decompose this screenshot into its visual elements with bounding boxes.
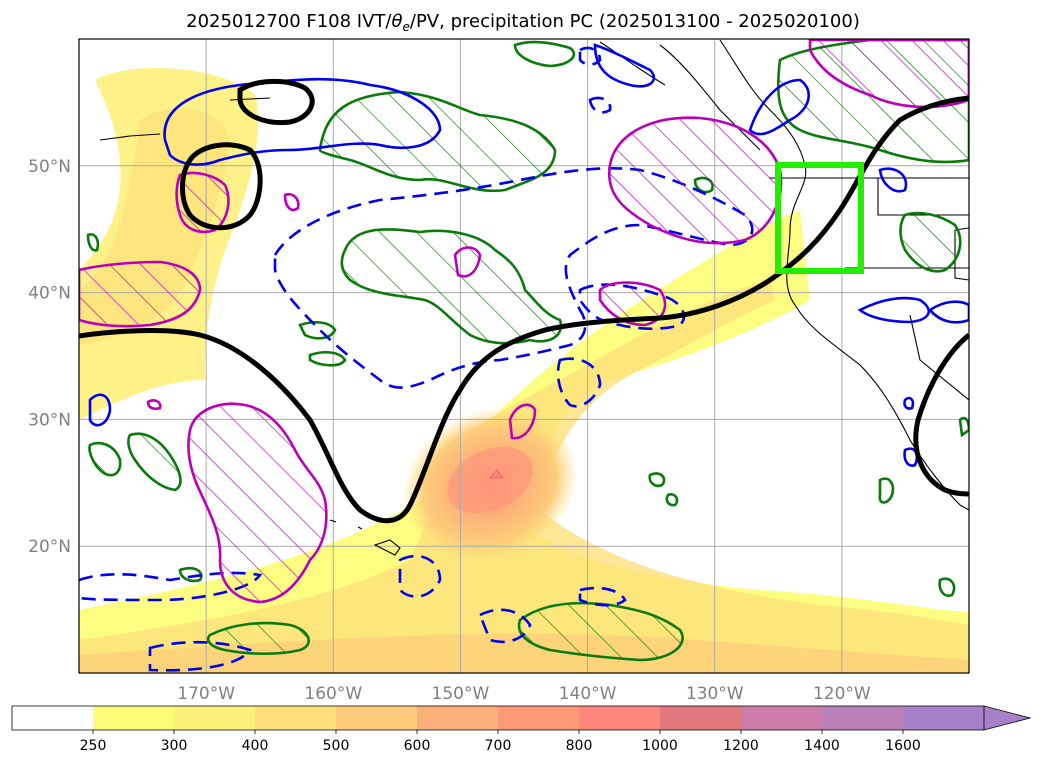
lon-tick-label: 160°W — [304, 684, 362, 704]
colorbar-tick-label: 400 — [242, 738, 269, 754]
colorbar-segment — [174, 706, 256, 730]
longitude-labels: 170°W 160°W 150°W 140°W 130°W 120°W — [177, 684, 871, 704]
colorbar-tick-label: 1600 — [885, 738, 921, 754]
colorbar-tick-label: 1200 — [723, 738, 759, 754]
lon-tick-label: 170°W — [177, 684, 235, 704]
lat-tick-label: 40°N — [28, 284, 71, 304]
precipitation-contours — [79, 39, 969, 604]
pv-contours — [79, 78, 969, 524]
colorbar-segment — [336, 706, 418, 730]
lat-tick-label: 50°N — [28, 157, 71, 177]
colorbar-extend-arrow — [983, 705, 1032, 731]
colorbar-segment — [822, 706, 904, 730]
colorbar-tick-label: 1000 — [642, 738, 678, 754]
map-frame — [78, 38, 970, 674]
lon-tick-label: 150°W — [432, 684, 490, 704]
colorbar-segment — [579, 706, 661, 730]
colorbar-tick-label: 800 — [566, 738, 593, 754]
lat-tick-label: 20°N — [28, 537, 71, 557]
colorbar-segment — [12, 706, 94, 730]
colorbar-segment — [417, 706, 499, 730]
colorbar-segment — [741, 706, 823, 730]
colorbar-tick-label: 300 — [161, 738, 188, 754]
colorbar-segment — [255, 706, 337, 730]
colorbar-tick-label: 250 — [80, 738, 107, 754]
chart-title: 2025012700 F108 IVT/θe/PV, precipitation… — [186, 11, 860, 34]
colorbar-tick-label: 600 — [404, 738, 431, 754]
lat-tick-label: 30°N — [28, 410, 71, 430]
colorbar-segment — [903, 706, 985, 730]
colorbar-segment — [660, 706, 742, 730]
colorbar-tick-label: 700 — [485, 738, 512, 754]
colorbar-tick-label: 1400 — [804, 738, 840, 754]
map-panel — [79, 39, 969, 673]
lon-tick-label: 130°W — [686, 684, 744, 704]
coastlines — [99, 39, 969, 556]
colorbar-segment — [93, 706, 175, 730]
latitude-labels: 20°N 30°N 40°N 50°N — [28, 157, 71, 557]
highlight-region-box — [775, 162, 864, 274]
colorbar-tick-label: 500 — [323, 738, 350, 754]
lon-tick-label: 140°W — [559, 684, 617, 704]
theta-negative-contours — [88, 43, 969, 467]
colorbar-segment — [498, 706, 580, 730]
colorbar: 250 300 400 500 600 700 800 1000 1200 1400 1600 — [11, 705, 1032, 754]
lon-tick-label: 120°W — [813, 684, 871, 704]
